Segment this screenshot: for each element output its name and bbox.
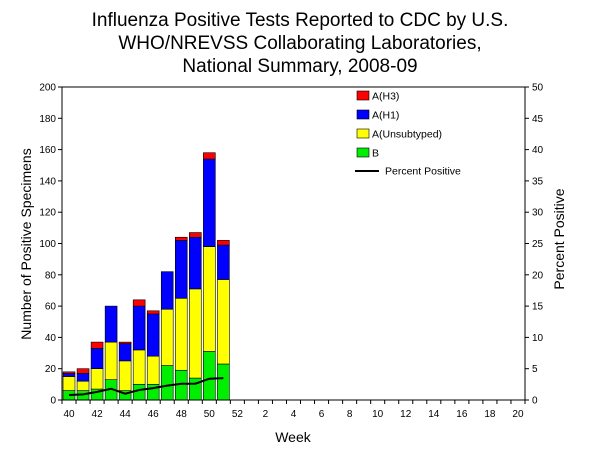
y2-axis-title: Percent Positive — [551, 188, 567, 289]
legend-swatch-a-h1- — [356, 109, 370, 120]
bar-segment-a-h1--week-43 — [104, 305, 118, 343]
x-tick-label-16: 16 — [456, 409, 468, 420]
legend-label-percent-positive: Percent Positive — [385, 166, 461, 178]
bar-segment-a-unsubtyped--week-48 — [174, 297, 188, 371]
bar-segment-b-week-47 — [160, 365, 174, 401]
y2-tick-label-25: 25 — [532, 239, 544, 250]
bar-segment-a-unsubtyped--week-43 — [104, 341, 118, 380]
bar-segment-a-h1--week-48 — [174, 240, 188, 299]
bar-segment-a-unsubtyped--week-42 — [90, 368, 104, 390]
y-axis-title: Number of Positive Specimens — [18, 148, 34, 339]
y2-tick-label-5: 5 — [532, 364, 538, 375]
y2-tick-label-0: 0 — [532, 396, 538, 407]
chart-title-line-3: National Summary, 2008-09 — [182, 56, 417, 77]
legend-label-a-h3-: A(H3) — [372, 91, 399, 103]
bar-segment-a-unsubtyped--week-44 — [118, 360, 132, 391]
bar-segment-a-h1--week-45 — [132, 305, 146, 351]
bar-segment-a-h3--week-44 — [118, 341, 132, 344]
bar-segment-a-h3--week-40 — [62, 371, 76, 374]
bar-segment-b-week-50 — [203, 351, 216, 401]
bar-segment-a-unsubtyped--week-49 — [189, 288, 202, 379]
legend-label-b: B — [372, 148, 379, 160]
y2-tick-label-40: 40 — [532, 145, 544, 156]
y2-tick-label-20: 20 — [532, 270, 544, 281]
y2-tick-label-10: 10 — [532, 333, 544, 344]
bar-segment-a-unsubtyped--week-51 — [217, 279, 230, 365]
bar-segment-a-unsubtyped--week-46 — [146, 355, 160, 385]
bar-segment-a-h3--week-46 — [146, 310, 160, 315]
y-tick-label-200: 200 — [39, 83, 56, 94]
x-tick-label-12: 12 — [400, 409, 412, 420]
bar-segment-a-h3--week-45 — [132, 299, 146, 307]
x-tick-label-52: 52 — [232, 409, 244, 420]
plot-frame — [61, 86, 526, 401]
plot-area: 0 20 40 60 80 100 120 140 160 180 200 0 5 10 15 20 25 30 3… — [39, 83, 543, 421]
y-tick-label-120: 120 — [39, 208, 56, 219]
bar-segment-a-h3--week-48 — [174, 236, 188, 241]
y-tick-label-160: 160 — [39, 145, 56, 156]
x-tick-label-10: 10 — [372, 409, 384, 420]
bar-segment-a-h1--week-47 — [160, 271, 174, 310]
bar-segment-a-unsubtyped--week-41 — [76, 380, 90, 391]
x-tick-label-4: 4 — [291, 409, 297, 420]
legend-swatch-a-unsubtyped- — [356, 128, 370, 139]
x-tick-label-8: 8 — [347, 409, 353, 420]
x-tick-label-46: 46 — [148, 409, 160, 420]
bar-segment-b-week-45 — [132, 384, 146, 401]
x-tick-label-18: 18 — [484, 409, 496, 420]
x-tick-label-40: 40 — [63, 409, 75, 420]
bar-segment-a-h1--week-44 — [118, 343, 132, 362]
bar-segment-a-h1--week-40 — [62, 373, 76, 377]
bar-segment-a-h1--week-41 — [76, 373, 90, 382]
bar-segment-a-unsubtyped--week-45 — [132, 349, 146, 385]
bar-segment-a-unsubtyped--week-47 — [160, 308, 174, 366]
bar-segment-a-h1--week-42 — [90, 348, 104, 369]
bar-segment-a-h1--week-50 — [203, 158, 216, 247]
legend-label-a-unsubtyped-: A(Unsubtyped) — [372, 129, 442, 141]
bar-segment-a-unsubtyped--week-50 — [203, 246, 216, 352]
y-tick-label-60: 60 — [45, 302, 57, 313]
bar-segment-a-h3--week-49 — [189, 232, 202, 238]
bar-segment-a-h1--week-51 — [217, 244, 230, 280]
y2-tick-label-15: 15 — [532, 302, 544, 313]
x-tick-label-50: 50 — [204, 409, 216, 420]
x-tick-label-14: 14 — [428, 409, 440, 420]
bar-segment-b-week-51 — [217, 363, 230, 401]
y-tick-label-20: 20 — [45, 364, 57, 375]
x-axis-title: Week — [275, 429, 312, 445]
y-tick-label-40: 40 — [45, 333, 57, 344]
bar-segment-a-h3--week-41 — [76, 368, 90, 374]
x-tick-label-44: 44 — [120, 409, 132, 420]
legend-swatch-b — [356, 147, 370, 158]
bar-segment-a-h3--week-51 — [217, 240, 230, 246]
bar-segment-a-unsubtyped--week-40 — [62, 376, 76, 391]
y-tick-label-0: 0 — [50, 396, 56, 407]
chart-title-line-1: Influenza Positive Tests Reported to CDC… — [92, 10, 509, 31]
y2-tick-label-50: 50 — [532, 83, 544, 94]
y2-tick-label-30: 30 — [532, 208, 544, 219]
y-tick-label-140: 140 — [39, 176, 56, 187]
x-tick-label-42: 42 — [92, 409, 104, 420]
legend: A(H3) A(H1) A(Unsubtyped) B Percent Positive — [355, 91, 461, 178]
legend-label-a-h1-: A(H1) — [372, 110, 399, 122]
y-tick-label-180: 180 — [39, 114, 56, 125]
legend-swatch-a-h3- — [356, 90, 370, 101]
y2-tick-label-45: 45 — [532, 114, 544, 125]
y2-tick-label-35: 35 — [532, 176, 544, 187]
x-tick-label-2: 2 — [263, 409, 269, 420]
x-tick-label-6: 6 — [319, 409, 325, 420]
bar-segment-a-h3--week-42 — [90, 341, 104, 349]
y-tick-label-80: 80 — [45, 270, 57, 281]
percent-positive-line — [68, 377, 224, 396]
y-tick-label-100: 100 — [39, 239, 56, 250]
bar-segment-a-h3--week-50 — [203, 152, 216, 160]
bar-segment-a-h1--week-46 — [146, 313, 160, 357]
x-tick-label-48: 48 — [176, 409, 188, 420]
x-tick-label-20: 20 — [512, 409, 524, 420]
bar-segment-a-h1--week-49 — [189, 236, 202, 290]
chart-title-line-2: WHO/NREVSS Collaborating Laboratories, — [118, 33, 481, 54]
